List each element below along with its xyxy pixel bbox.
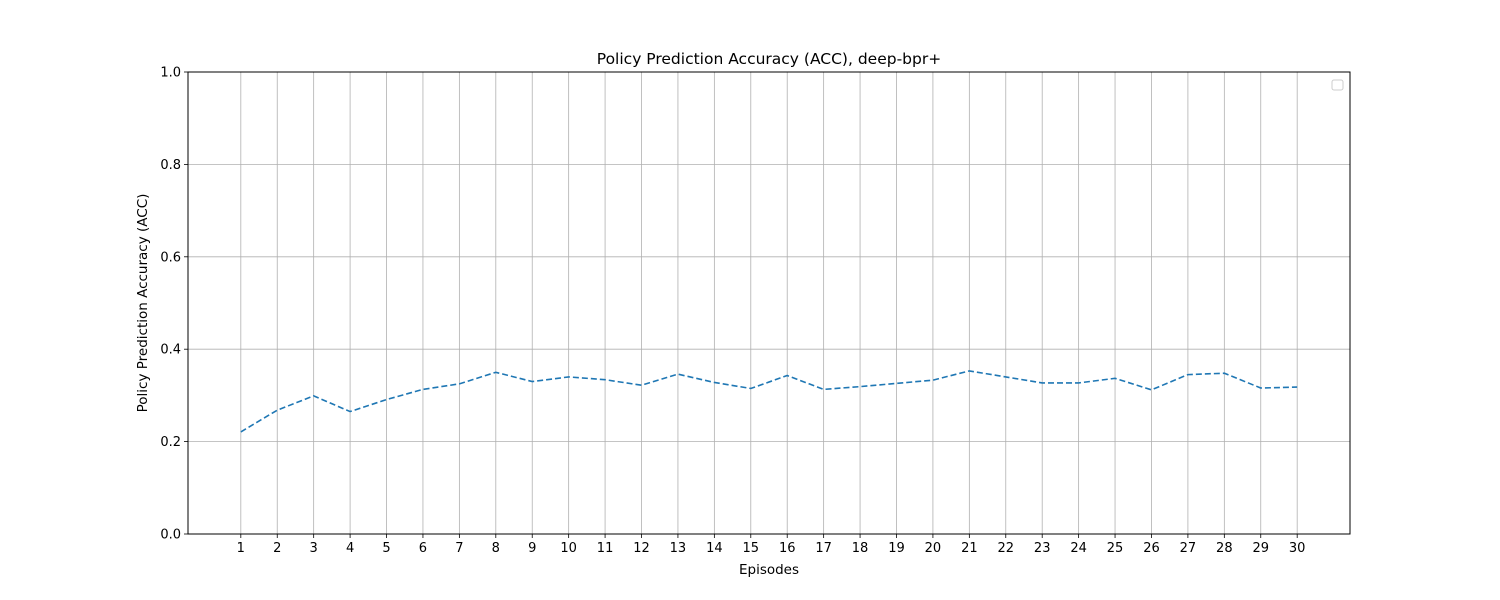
x-tick-label: 30 bbox=[1289, 541, 1306, 556]
chart-title: Policy Prediction Accuracy (ACC), deep-b… bbox=[597, 50, 941, 68]
series-line bbox=[240, 370, 1298, 433]
y-tick-label: 0.2 bbox=[160, 435, 181, 450]
x-tick-label: 15 bbox=[743, 541, 760, 556]
x-tick-label: 3 bbox=[310, 541, 318, 556]
x-tick-label: 16 bbox=[779, 541, 796, 556]
y-axis-ticks: 0.0 0.2 0.4 0.6 0.8 1.0 bbox=[160, 66, 188, 543]
x-tick-label: 10 bbox=[560, 541, 577, 556]
plot-frame bbox=[187, 71, 1351, 535]
x-tick-label: 20 bbox=[925, 541, 942, 556]
x-tick-label: 14 bbox=[706, 541, 723, 556]
x-tick-label: 22 bbox=[997, 541, 1014, 556]
x-tick-label: 25 bbox=[1107, 541, 1124, 556]
x-tick-label: 12 bbox=[633, 541, 650, 556]
x-tick-label: 2 bbox=[273, 541, 281, 556]
x-tick-label: 19 bbox=[888, 541, 905, 556]
x-tick-label: 4 bbox=[346, 541, 354, 556]
y-axis-label: Policy Prediction Accuracy (ACC) bbox=[135, 194, 151, 413]
x-tick-label: 26 bbox=[1143, 541, 1160, 556]
y-tick-label: 0.0 bbox=[160, 528, 181, 543]
x-tick-label: 23 bbox=[1034, 541, 1051, 556]
y-tick-label: 0.8 bbox=[160, 158, 181, 173]
legend-box bbox=[1331, 79, 1344, 91]
x-tick-label: 27 bbox=[1180, 541, 1197, 556]
x-tick-label: 24 bbox=[1070, 541, 1087, 556]
x-tick-label: 5 bbox=[382, 541, 390, 556]
x-tick-label: 18 bbox=[852, 541, 869, 556]
x-tick-label: 6 bbox=[419, 541, 427, 556]
x-tick-label: 28 bbox=[1216, 541, 1233, 556]
x-tick-label: 1 bbox=[237, 541, 245, 556]
x-tick-label: 29 bbox=[1252, 541, 1269, 556]
x-tick-label: 13 bbox=[670, 541, 687, 556]
x-axis-ticks: 1 2 3 4 5 6 7 8 9 10 11 12 13 14 15 16 17 18 19 20 21 22 23 24 2… bbox=[237, 534, 1306, 556]
x-tick-label: 7 bbox=[455, 541, 463, 556]
x-tick-label: 11 bbox=[597, 541, 614, 556]
x-tick-label: 8 bbox=[492, 541, 500, 556]
y-tick-label: 1.0 bbox=[160, 66, 181, 81]
series-lines bbox=[240, 370, 1298, 433]
x-tick-label: 21 bbox=[961, 541, 978, 556]
x-axis-label: Episodes bbox=[739, 562, 799, 578]
x-tick-label: 9 bbox=[528, 541, 536, 556]
y-tick-label: 0.6 bbox=[160, 250, 181, 265]
grid-lines bbox=[188, 71, 1350, 535]
y-tick-label: 0.4 bbox=[160, 343, 181, 358]
x-tick-label: 17 bbox=[815, 541, 832, 556]
